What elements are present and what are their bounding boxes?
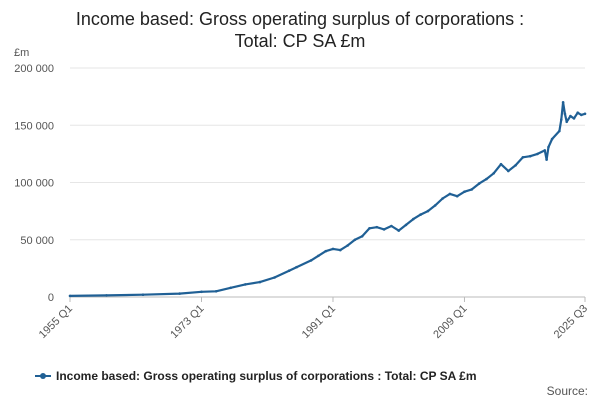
legend[interactable]: Income based: Gross operating surplus of…: [35, 369, 477, 383]
data-point: [229, 286, 232, 290]
data-point: [547, 145, 550, 149]
data-point: [244, 283, 247, 286]
legend-label[interactable]: Income based: Gross operating surplus of…: [56, 369, 477, 383]
data-point: [463, 190, 466, 193]
data-point: [576, 111, 579, 114]
data-point: [565, 120, 568, 124]
data-point: [360, 235, 364, 238]
data-point: [390, 224, 393, 228]
data-point: [258, 280, 262, 284]
data-point: [105, 294, 108, 297]
source-label: Source:: [546, 384, 588, 398]
data-point: [521, 156, 525, 159]
data-point: [324, 249, 328, 253]
data-point: [528, 154, 532, 158]
data-point: [141, 293, 145, 297]
data-point: [572, 117, 576, 120]
series-layer: [68, 101, 587, 298]
data-point: [404, 223, 408, 227]
series-line: [68, 101, 587, 297]
data-point: [514, 164, 517, 167]
data-point: [441, 197, 444, 200]
data-point: [569, 114, 572, 118]
y-tick-label: 100 000: [14, 178, 54, 190]
data-point: [492, 172, 496, 175]
data-point: [560, 118, 563, 121]
data-point: [536, 152, 539, 156]
data-point: [419, 213, 422, 216]
data-point: [295, 265, 298, 269]
data-point: [455, 194, 459, 198]
data-point: [470, 188, 474, 191]
data-point: [339, 248, 342, 252]
y-axis-tick-labels: 0 50 000 100 000 150 000 200 000: [14, 63, 54, 304]
data-point: [477, 182, 481, 185]
data-point: [331, 247, 335, 251]
data-point: [485, 177, 488, 181]
data-point: [382, 228, 386, 231]
x-tick-label: 1991 Q1: [300, 303, 338, 341]
data-point: [448, 192, 452, 196]
data-point: [68, 294, 72, 298]
data-point: [353, 238, 357, 242]
data-point: [426, 209, 430, 213]
data-point: [563, 112, 567, 116]
x-tick-label: 1973 Q1: [168, 303, 206, 341]
data-point: [558, 129, 561, 133]
y-tick-label: 50 000: [20, 235, 54, 247]
data-point: [214, 290, 218, 293]
x-tick-label: 2009 Q1: [431, 303, 469, 341]
data-point: [545, 158, 548, 161]
data-point: [433, 204, 437, 207]
legend-marker: [40, 373, 46, 379]
data-point: [561, 101, 565, 104]
data-point: [200, 290, 203, 294]
x-tick-label: 1955 Q1: [37, 303, 75, 341]
data-point: [273, 276, 276, 279]
data-point: [543, 149, 547, 152]
chart-title-line-1: Income based: Gross operating surplus of…: [75, 9, 525, 29]
data-point: [583, 112, 587, 116]
y-axis-unit-label: £m: [14, 47, 29, 59]
y-tick-label: 200 000: [14, 63, 54, 75]
data-point: [317, 254, 320, 258]
grid-lines: [70, 67, 585, 298]
data-point: [287, 269, 291, 273]
data-point: [375, 225, 379, 229]
data-point: [580, 113, 583, 117]
data-point: [178, 292, 181, 295]
data-point: [309, 259, 313, 262]
y-tick-label: 150 000: [14, 120, 54, 132]
data-point: [550, 137, 554, 141]
data-point: [507, 169, 510, 173]
data-point: [368, 227, 371, 230]
data-point: [397, 229, 401, 232]
chart-title: Income based: Gross operating surplus of…: [0, 8, 600, 52]
y-tick-label: 0: [48, 292, 54, 304]
data-point: [346, 244, 349, 247]
x-tick-label: 2025 Q3: [552, 303, 590, 341]
x-axis-tick-labels: 1955 Q1 1973 Q1 1991 Q1 2009 Q1 2025 Q3: [37, 297, 590, 341]
chart-title-line-2: Total: CP SA £m: [234, 31, 366, 51]
data-point: [499, 162, 503, 166]
data-point: [412, 217, 415, 221]
